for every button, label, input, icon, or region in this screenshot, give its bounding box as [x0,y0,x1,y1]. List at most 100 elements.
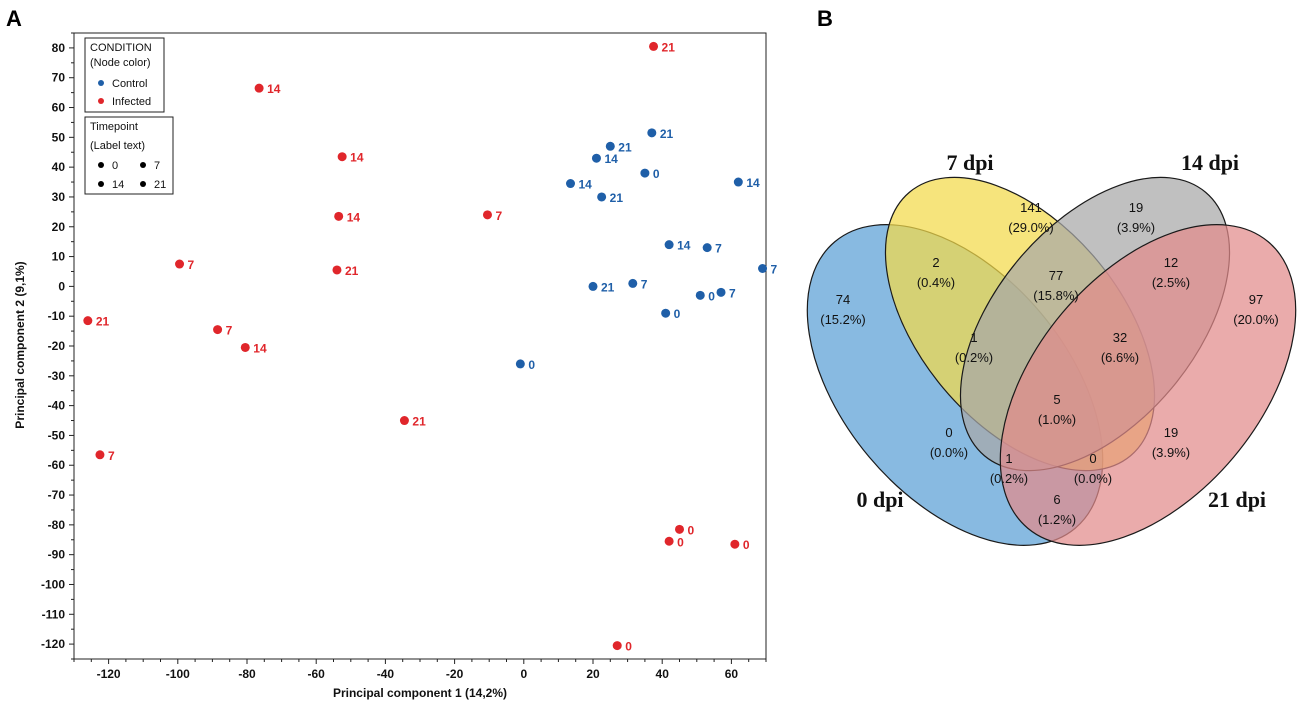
y-tick-label: -120 [41,637,65,651]
venn-region-percent: (15.2%) [820,312,866,327]
venn-region-percent: (3.9%) [1117,220,1155,235]
x-tick-label: -80 [238,667,256,681]
control-point-label: 7 [771,262,778,276]
legend-condition-subtitle: (Node color) [90,57,151,69]
control-point [591,153,601,163]
x-tick-label: 60 [725,667,739,681]
control-point [647,128,657,138]
pca-scatter-plot: -120 -100 -80 -60 -40 -20 0 20 40 608070605040302… [13,32,778,700]
control-point-label: 0 [528,358,535,372]
infected-point-label: 14 [350,151,364,165]
control-point [716,287,726,297]
venn-set-label-21dpi: 21 dpi [1208,487,1266,512]
control-point [605,141,615,151]
y-tick-label: -100 [41,577,65,591]
control-point-label: 14 [677,239,691,253]
venn-region-count: 77 [1049,268,1063,283]
control-point [597,192,607,202]
y-axis-title: Principal component 2 (9,1%) [13,261,27,428]
control-point [733,177,743,187]
venn-region-percent: (0.0%) [1074,471,1112,486]
infected-point-label: 7 [226,324,233,338]
panel-a-letter: A [6,6,22,31]
control-point [588,281,598,291]
y-tick-label: 10 [52,250,66,264]
venn-region-percent: (0.4%) [917,275,955,290]
control-point [640,168,650,178]
panel-b-letter: B [817,6,833,31]
y-tick-label: -90 [48,548,66,562]
control-point-label: 7 [641,277,648,291]
venn-region-count: 1 [1005,451,1012,466]
control-point [702,243,712,253]
y-tick-label: 80 [52,41,66,55]
legend-condition-title: CONDITION [90,42,152,54]
y-tick-label: -30 [48,369,66,383]
venn-region-percent: (0.2%) [990,471,1028,486]
infected-point [95,450,105,460]
venn-set-label-7dpi: 7 dpi [946,150,993,175]
legend-timepoint-marker [98,181,104,187]
infected-point [730,539,740,549]
venn-region-count: 0 [945,425,952,440]
infected-point-label: 14 [253,341,267,355]
legend-timepoint-14: 14 [112,179,124,191]
infected-point [254,83,264,93]
control-point [661,308,671,318]
y-tick-label: 50 [52,130,66,144]
legend-infected-label: Infected [112,96,151,108]
venn-region-percent: (0.2%) [955,350,993,365]
y-tick-label: 0 [58,279,65,293]
infected-point-label: 21 [345,264,359,278]
venn-region-count: 141 [1020,200,1042,215]
control-point-label: 7 [729,286,736,300]
infected-point [332,265,342,275]
infected-point-label: 14 [347,210,361,224]
infected-point-label: 7 [495,209,502,223]
control-point [566,179,576,189]
control-point-label: 21 [618,140,632,154]
legend-timepoint-marker [98,162,104,168]
venn-region-percent: (0.0%) [930,445,968,460]
legend-timepoint-title: Timepoint [90,121,138,133]
venn-region-count: 6 [1053,492,1060,507]
x-tick-label: -100 [166,667,190,681]
axis-ticks: -120 -100 -80 -60 -40 -20 0 20 40 608070605040302… [41,32,767,681]
control-point-label: 21 [601,280,615,294]
infected-point-label: 7 [108,449,115,463]
y-tick-label: -20 [48,339,66,353]
infected-point-label: 21 [96,315,110,329]
infected-point-label: 7 [188,258,195,272]
venn-region-count: 19 [1129,200,1143,215]
control-point [758,263,768,273]
infected-point [175,259,185,269]
timepoint-legend-box [84,116,174,195]
venn-region-count: 12 [1164,255,1178,270]
venn-region-count: 0 [1089,451,1096,466]
venn-set-label-0dpi: 0 dpi [856,487,903,512]
infected-point [83,316,93,326]
legend-infected-marker [98,98,104,104]
y-tick-label: 30 [52,190,66,204]
infected-point-label: 0 [688,523,695,537]
infected-point [334,211,344,221]
venn-region-count: 1 [970,330,977,345]
y-tick-label: -80 [48,518,66,532]
venn-region-count: 97 [1249,292,1263,307]
control-point [695,290,705,300]
venn-region-percent: (2.5%) [1152,275,1190,290]
venn-region-percent: (29.0%) [1008,220,1054,235]
infected-point-label: 0 [677,535,684,549]
legend-timepoint-subtitle: (Label text) [90,140,145,152]
control-point [628,278,638,288]
y-tick-label: -40 [48,399,66,413]
venn-region-count: 19 [1164,425,1178,440]
legend-timepoint-marker [140,162,146,168]
x-tick-label: -20 [446,667,464,681]
infected-point [240,342,250,352]
control-point-label: 14 [579,178,593,192]
control-point-label: 0 [674,307,681,321]
x-tick-label: -40 [377,667,395,681]
infected-point [649,41,659,51]
